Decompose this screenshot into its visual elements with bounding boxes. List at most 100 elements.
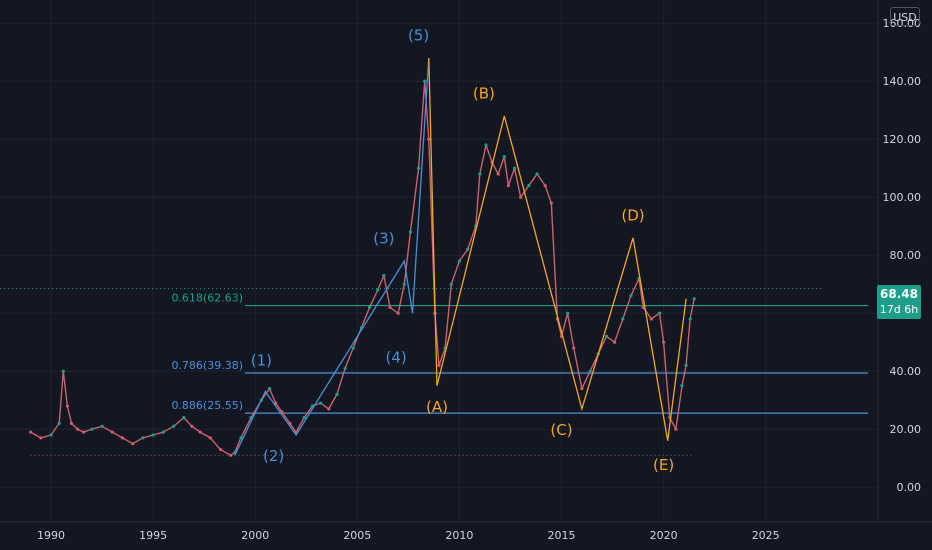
price-point (416, 166, 421, 170)
price-point (182, 416, 186, 420)
price-point (684, 363, 688, 367)
wave-label: (A) (426, 398, 448, 416)
price-point (692, 297, 696, 301)
price-point (171, 424, 176, 428)
price-point (604, 334, 609, 338)
wave-label: (1) (251, 351, 272, 369)
price-point (621, 317, 625, 321)
price-point (506, 184, 511, 188)
price-point (580, 387, 584, 391)
price-point (57, 421, 61, 425)
price-point (39, 436, 43, 440)
price-point (478, 172, 482, 176)
price-point (367, 305, 372, 309)
y-tick-label: 0.00 (897, 481, 922, 494)
price-point (388, 305, 392, 309)
wave-label: (2) (263, 447, 284, 465)
price-point (465, 247, 470, 251)
y-tick-label: 40.00 (890, 365, 922, 378)
price-point (527, 184, 531, 188)
fib-level-label: 0.618(62.63) (171, 292, 243, 305)
fib-levels: 0.618(62.63) 0.786(39.38) 0.886(25.55) (171, 292, 868, 414)
price-point (484, 143, 488, 147)
y-tick-label: 160.00 (883, 17, 922, 30)
price-point (90, 427, 94, 431)
price-point (318, 401, 323, 405)
price-point (239, 436, 243, 440)
price-point (437, 363, 441, 367)
wave-label: (E) (653, 456, 674, 474)
price-point (657, 311, 662, 315)
price-point (566, 311, 570, 315)
currency-button[interactable]: USD (890, 7, 920, 26)
price-point (151, 433, 155, 437)
price-point (218, 447, 223, 452)
price-point (49, 433, 53, 437)
wave-labels: (1) (2) (3) (4) (5) (A) (B) (C) (D) (E) (251, 27, 674, 474)
fib-level-label: 0.786(39.38) (171, 359, 243, 372)
y-tick-label: 140.00 (883, 75, 922, 88)
price-point (423, 79, 427, 83)
x-tick-label: 2000 (241, 529, 269, 542)
price-point (496, 172, 500, 176)
x-tick-label: 2005 (343, 529, 371, 542)
price-point (613, 340, 617, 344)
price-point (100, 424, 104, 428)
y-tick-label: 20.00 (890, 423, 922, 436)
wave-line (234, 57, 430, 456)
price-point (662, 340, 666, 344)
price-point (549, 201, 553, 205)
x-tick-label: 2020 (650, 529, 678, 542)
price-axis[interactable]: 0.0020.0040.0060.0080.00100.00120.00140.… (883, 17, 922, 494)
price-point (688, 317, 692, 321)
price-point (502, 155, 506, 159)
price-point (82, 430, 86, 434)
bar-countdown: 17d 6h (879, 303, 919, 316)
wave-label: (C) (550, 421, 572, 439)
x-tick-label: 1990 (37, 529, 65, 542)
price-point (65, 404, 69, 408)
wave-label: (5) (408, 27, 429, 45)
fib-level-label: 0.886(25.55) (171, 399, 243, 412)
wave-label: (3) (373, 230, 394, 248)
price-point (588, 369, 592, 373)
price-point (198, 430, 202, 434)
price-point (327, 407, 331, 411)
wave-line (428, 57, 687, 441)
price-point (110, 430, 114, 434)
price-point (208, 436, 212, 440)
price-point (229, 453, 233, 457)
price-point (629, 294, 633, 298)
last-price-tag: 68.48 17d 6h (877, 285, 921, 319)
price-point (649, 317, 653, 321)
price-point (61, 369, 65, 373)
price-point (408, 230, 413, 234)
x-tick-label: 1995 (139, 529, 167, 542)
price-point (302, 416, 306, 420)
time-axis[interactable]: 1990 1995 2000 2005 2010 2015 2020 2025 (37, 529, 780, 542)
y-tick-label: 120.00 (883, 133, 922, 146)
wave-lines (234, 57, 687, 456)
wave-label: (D) (621, 206, 644, 224)
x-tick-label: 2010 (445, 529, 473, 542)
price-point (535, 172, 539, 176)
price-point (519, 195, 523, 199)
y-tick-label: 100.00 (883, 191, 922, 204)
price-point (512, 166, 517, 170)
y-tick-label: 80.00 (890, 249, 922, 262)
price-point (141, 436, 145, 440)
price-point (543, 184, 547, 188)
x-tick-label: 2025 (752, 529, 780, 542)
price-point (457, 259, 462, 263)
price-point (120, 436, 125, 440)
price-point (335, 392, 339, 396)
price-point (572, 346, 576, 350)
price-point (343, 366, 347, 370)
price-point (449, 282, 453, 286)
price-point (190, 424, 194, 428)
price-point (402, 282, 406, 286)
price-point (161, 430, 165, 434)
price-point (396, 311, 400, 315)
price-point (427, 137, 431, 141)
